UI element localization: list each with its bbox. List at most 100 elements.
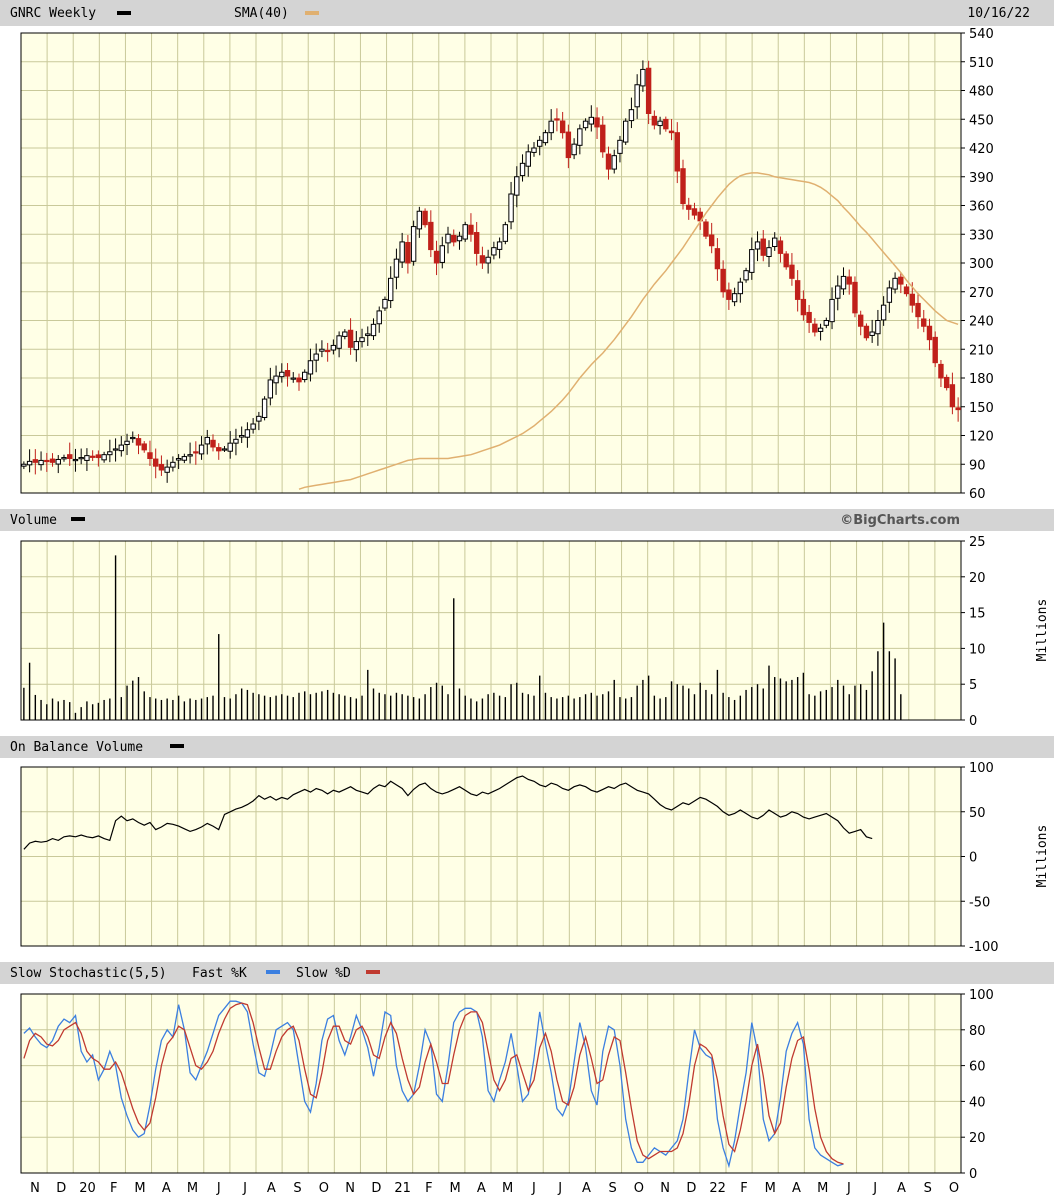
price-candle — [101, 454, 107, 461]
x-axis-tick-label: O — [634, 1181, 644, 1196]
stochastic-tick-label: 100 — [969, 988, 994, 1003]
price-candle — [542, 132, 549, 144]
price-candle — [863, 325, 870, 339]
price-candle — [634, 84, 640, 108]
price-candle — [766, 247, 772, 257]
price-candle — [554, 118, 560, 121]
price-candle — [714, 248, 721, 270]
price-candle — [387, 277, 394, 302]
obv-legend-swatch — [170, 744, 184, 748]
price-candle — [898, 276, 904, 285]
price-candle — [307, 360, 314, 375]
price-candle — [210, 439, 216, 448]
price-candle — [880, 304, 887, 321]
price-candle — [806, 311, 812, 323]
price-tick-label: 150 — [969, 401, 994, 416]
price-candle — [250, 423, 256, 430]
price-candle — [794, 280, 801, 300]
price-candle — [32, 459, 39, 463]
stochastic-tick-label: 80 — [969, 1024, 986, 1039]
price-candle — [118, 444, 125, 452]
price-candle — [886, 287, 893, 303]
price-candle — [468, 224, 474, 235]
price-candle — [164, 466, 170, 473]
x-axis-tick-label: M — [450, 1181, 461, 1196]
price-candle — [193, 451, 199, 454]
price-candle — [829, 298, 835, 323]
price-candle — [915, 302, 921, 318]
price-candle — [903, 286, 910, 295]
x-axis-tick-label: 22 — [709, 1181, 726, 1196]
price-candle — [38, 459, 44, 466]
stochastic-tick-label: 40 — [969, 1095, 986, 1110]
sma-line — [298, 172, 959, 490]
price-candle — [525, 151, 531, 167]
x-axis-tick-label: J — [216, 1181, 221, 1196]
price-candle — [760, 238, 766, 256]
price-candle — [605, 153, 612, 170]
bigcharts-watermark: ©BigCharts.com — [840, 513, 960, 528]
stochastic-tick-label: 0 — [969, 1167, 977, 1182]
volume-tick-label: 0 — [969, 714, 977, 729]
price-candle — [754, 241, 761, 250]
price-tick-label: 330 — [969, 228, 994, 243]
volume-legend-swatch — [71, 517, 85, 521]
price-candle — [932, 336, 938, 364]
stochastic-header-bar — [0, 962, 1054, 984]
price-candle — [496, 241, 503, 250]
price-candle — [622, 120, 629, 143]
candles — [21, 60, 961, 483]
price-candle — [691, 208, 698, 216]
x-axis-tick-label: N — [660, 1181, 670, 1196]
fast-k-legend-swatch — [266, 970, 280, 974]
stochastic-frame — [20, 993, 962, 1174]
x-axis-tick-label: D — [371, 1181, 381, 1196]
price-candle — [451, 234, 457, 243]
x-axis-tick-label: M — [765, 1181, 776, 1196]
obv-tick-label: 0 — [969, 851, 977, 866]
price-candle — [749, 249, 755, 273]
x-axis-tick-label: A — [267, 1181, 276, 1196]
fast-k-line — [23, 1000, 844, 1169]
price-candle — [227, 442, 233, 452]
volume-tick-label: 20 — [969, 571, 986, 586]
price-candle — [405, 241, 411, 264]
price-candle — [611, 155, 617, 170]
price-candle — [875, 320, 881, 335]
slow-d-legend-label: Slow %D — [296, 966, 351, 981]
price-candle — [112, 448, 119, 451]
price-candle — [365, 333, 371, 336]
price-tick-label: 180 — [969, 372, 994, 387]
price-candle — [737, 281, 744, 295]
fast-k-legend-label: Fast %K — [192, 966, 247, 981]
x-axis-tick-label: J — [242, 1181, 247, 1196]
stochastic-tick-label: 60 — [969, 1060, 986, 1075]
x-axis-tick-label: S — [924, 1181, 932, 1196]
price-candle — [416, 210, 423, 230]
price-candle — [817, 327, 824, 332]
price-candle — [909, 293, 915, 306]
price-candle — [44, 459, 50, 463]
price-candle — [330, 344, 337, 351]
obv-tick-label: 50 — [969, 806, 986, 821]
price-tick-label: 420 — [969, 142, 994, 157]
price-candle — [852, 281, 858, 314]
price-tick-label: 360 — [969, 200, 994, 215]
price-candle — [772, 237, 778, 248]
price-candle — [559, 120, 566, 134]
price-candle — [720, 268, 726, 293]
price-tick-label: 450 — [969, 113, 994, 128]
price-tick-label: 300 — [969, 257, 994, 272]
price-candle — [783, 253, 789, 268]
x-axis-tick-label: F — [425, 1181, 432, 1196]
price-candle — [26, 460, 33, 466]
price-header-bar — [0, 0, 1054, 26]
price-candle — [72, 458, 79, 462]
price-candle — [84, 455, 90, 461]
price-candle — [428, 221, 434, 251]
chart-date: 10/16/22 — [967, 6, 1030, 21]
price-candle — [857, 314, 864, 327]
price-candle — [473, 232, 480, 254]
price-candle — [141, 443, 147, 451]
price-candle — [353, 341, 360, 351]
